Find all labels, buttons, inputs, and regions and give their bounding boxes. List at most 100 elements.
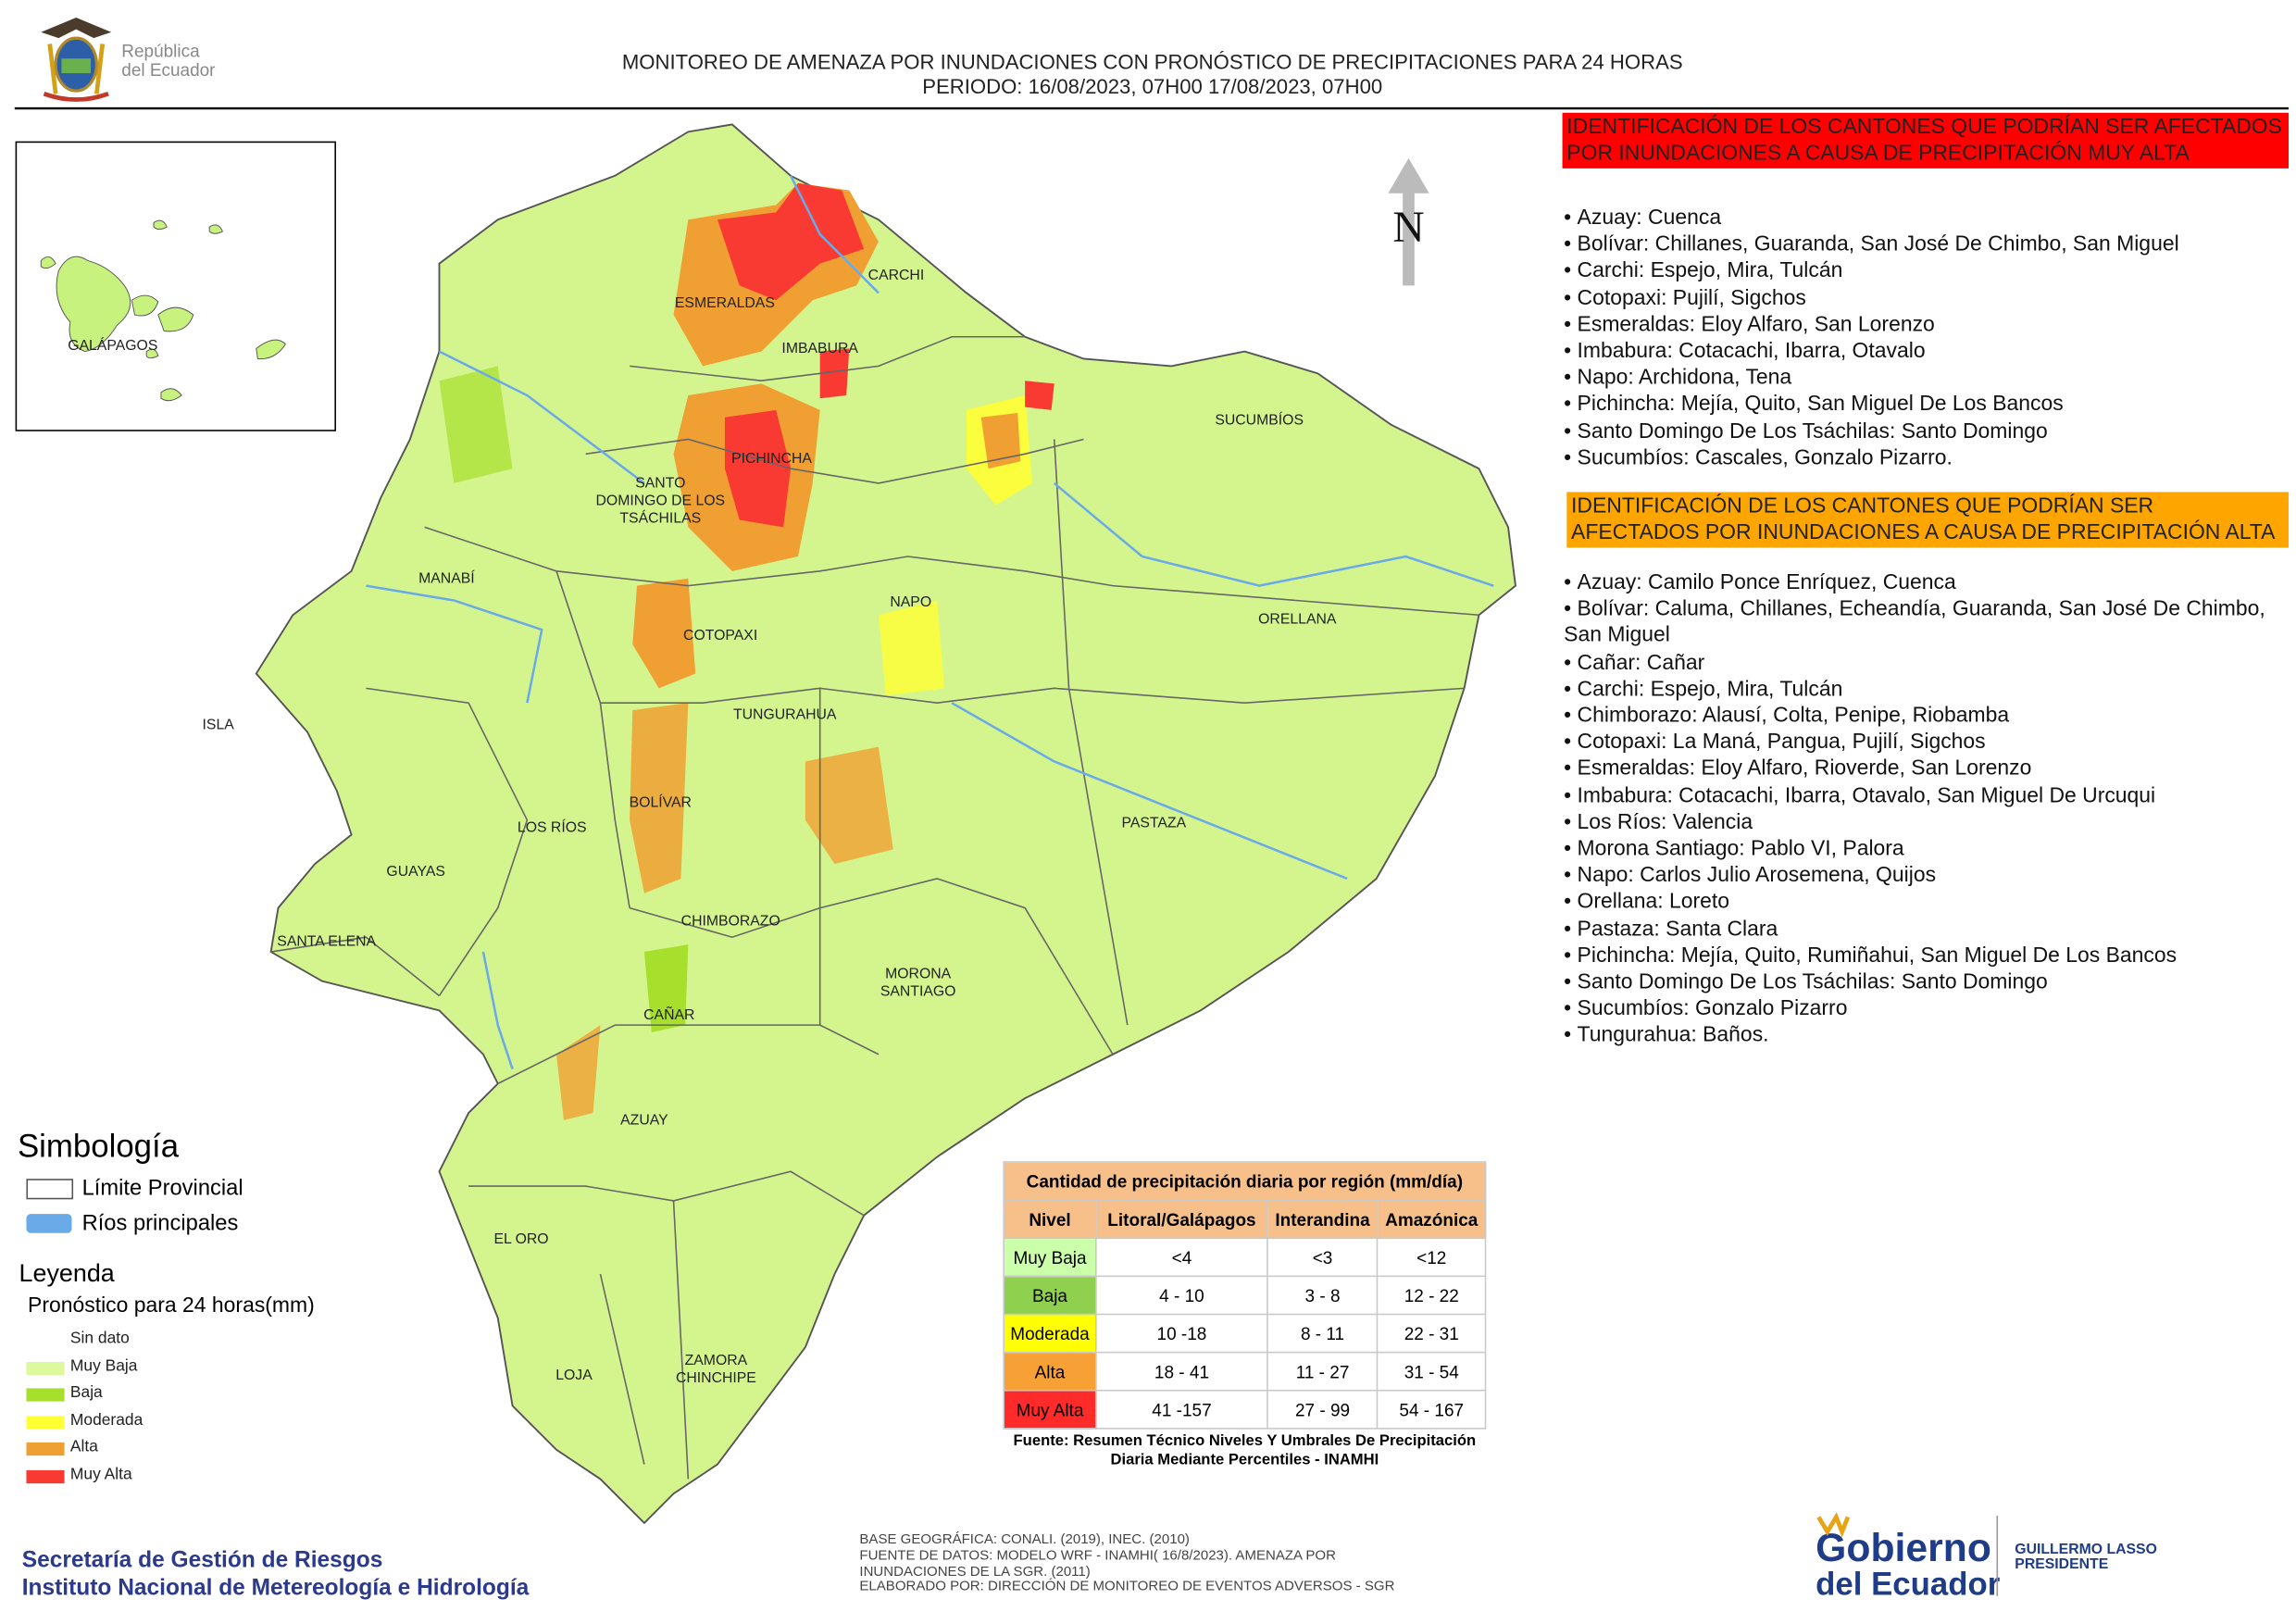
panel-item: Cotopaxi: La Maná, Pangua, Pujilí, Sigch… [1564, 730, 2281, 756]
table-header: Litoral/Galápagos [1095, 1199, 1268, 1240]
province-label: ESMERALDAS [675, 295, 775, 311]
inset-label: GALÁPAGOS [68, 336, 157, 354]
panel-item: Santo Domingo De Los Tsáchilas: Santo Do… [1564, 418, 2281, 445]
north-label: N [1392, 204, 1424, 252]
logo-text: del Ecuador [121, 61, 215, 81]
table-row: Baja 4 - 10 3 - 8 12 - 22 [1003, 1275, 1487, 1316]
legend-label: Baja [69, 1383, 103, 1402]
province-label: SUCUMBÍOS [1215, 411, 1304, 429]
table-row: Muy Alta 41 -157 27 - 99 54 - 167 [1003, 1389, 1487, 1430]
symbol-label: Límite Provincial [81, 1176, 243, 1201]
legend-swatch [26, 1361, 65, 1375]
panel-header: IDENTIFICACIÓN DE LOS CANTONES QUE PODRÍ… [1562, 112, 2290, 169]
table-header: Interandina [1267, 1199, 1379, 1240]
panel-item: Carchi: Espejo, Mira, Tulcán [1564, 258, 2281, 285]
province-label: SANTIAGO [880, 983, 956, 999]
panel-item: Santo Domingo De Los Tsáchilas: Santo Do… [1564, 969, 2281, 996]
province-label: BOLÍVAR [630, 793, 692, 810]
panel-item: Cotopaxi: Pujilí, Sigchos [1564, 285, 2281, 312]
panel-item: Sucumbíos: Cascales, Gonzalo Pizarro. [1564, 445, 2281, 472]
table-row: Moderada 10 -18 8 - 11 22 - 31 [1003, 1313, 1487, 1354]
legend-swatch [26, 1442, 65, 1456]
panel-item: Sucumbíos: Gonzalo Pizarro [1564, 996, 2281, 1023]
legend-swatch [26, 1333, 65, 1348]
panel-item: Esmeraldas: Eloy Alfaro, Rioverde, San L… [1564, 756, 2281, 783]
table-cell: 18 - 41 [1095, 1351, 1268, 1392]
province-label: PASTAZA [1121, 816, 1186, 831]
president-title: PRESIDENTE [2015, 1556, 2108, 1572]
province-label: EL ORO [493, 1231, 548, 1247]
panel-item: Esmeraldas: Eloy Alfaro, San Lorenzo [1564, 312, 2281, 339]
coat-of-arms [41, 17, 112, 102]
north-arrow: N [1388, 157, 1429, 286]
province-label: IMBABURA [781, 341, 858, 356]
title: MONITOREO DE AMENAZA POR INUNDACIONES CO… [622, 50, 1683, 73]
legend-swatch [26, 1388, 65, 1402]
table-cell: <4 [1095, 1237, 1268, 1278]
legend-swatch [26, 1469, 65, 1483]
table-cell: 12 - 22 [1377, 1275, 1487, 1316]
province-label: CHIMBORAZO [681, 914, 780, 930]
table-cell: 4 - 10 [1095, 1275, 1268, 1316]
panel-item: Bolívar: Chillanes, Guaranda, San José D… [1564, 231, 2281, 258]
panel-item: Pastaza: Santa Clara [1564, 917, 2281, 943]
panel-item: Napo: Archidona, Tena [1564, 365, 2281, 392]
panel-list: Azuay: CuencaBolívar: Chillanes, Guarand… [1564, 205, 2281, 471]
table-cell: Muy Alta [1003, 1389, 1097, 1430]
table-cell: 10 -18 [1095, 1313, 1268, 1354]
province-label: ISLA [203, 718, 235, 733]
credit-line: ELABORADO POR: DIRECCIÓN DE MONITOREO DE… [859, 1579, 1395, 1595]
province-label: ZAMORA [685, 1353, 748, 1368]
panel-item: Tungurahua: Baños. [1564, 1023, 2281, 1050]
president-name: GUILLERMO LASSO [2015, 1542, 2157, 1557]
legend-label: Alta [69, 1438, 98, 1456]
threshold-table: Cantidad de precipitación diaria por reg… [1003, 1161, 1487, 1430]
org-name: Secretaría de Gestión de Riesgos [21, 1547, 383, 1573]
table-title-row: Cantidad de precipitación diaria por reg… [1003, 1161, 1487, 1201]
logo-text: República [121, 43, 200, 62]
table-cell: 3 - 8 [1267, 1275, 1379, 1316]
panel-item: Azuay: Cuenca [1564, 205, 2281, 231]
gov-logo: Gobierno del Ecuador GUILLERMO LASSO PRE… [1816, 1512, 2157, 1602]
table-cell: Baja [1003, 1275, 1097, 1316]
panel-header: IDENTIFICACIÓN DE LOS CANTONES QUE PODRÍ… [1566, 492, 2290, 548]
table-header-row: Nivel Litoral/Galápagos Interandina Amazóni… [1003, 1199, 1487, 1240]
credits: BASE GEOGRÁFICA: CONALI. (2019), INEC. (… [859, 1531, 1395, 1596]
province-label: MORONA [885, 967, 952, 982]
table-cell: Moderada [1003, 1313, 1097, 1354]
panel-item: Pichincha: Mejía, Quito, San Miguel De L… [1564, 392, 2281, 418]
table-cell: <12 [1377, 1237, 1487, 1278]
table-cell: 41 -157 [1095, 1389, 1268, 1430]
symbol-label: Ríos principales [81, 1210, 239, 1236]
panel-item: Cañar: Cañar [1564, 650, 2281, 677]
panel-item: Pichincha: Mejía, Quito, Rumiñahui, San … [1564, 943, 2281, 969]
province-label: PICHINCHA [731, 451, 812, 467]
galapagos-inset: GALÁPAGOS [15, 141, 336, 431]
org-block: Secretaría de Gestión de Riesgos Institu… [22, 1546, 530, 1602]
legend-title: Leyenda [19, 1259, 115, 1288]
province-label: LOJA [555, 1368, 593, 1383]
symbol-river [26, 1214, 72, 1233]
province-label: MANABÍ [418, 568, 475, 586]
gov-logo-text: del Ecuador [1816, 1567, 2001, 1602]
period: PERIODO: 16/08/2023, 07H00 17/08/2023, 0… [922, 75, 1382, 98]
province-label: GUAYAS [386, 864, 444, 880]
province-label: CHINCHIPE [676, 1370, 756, 1386]
province-label: AZUAY [620, 1113, 668, 1129]
symbology-title: Simbología [17, 1127, 180, 1165]
table-cell: 54 - 167 [1377, 1389, 1487, 1430]
symbol-boundary [26, 1179, 74, 1200]
table-row: Muy Baja <4 <3 <12 [1003, 1237, 1487, 1278]
table-cell: Muy Baja [1003, 1237, 1097, 1278]
province-label: ORELLANA [1258, 612, 1337, 628]
table-title: Cantidad de precipitación diaria por reg… [1003, 1161, 1487, 1201]
legend-label: Muy Baja [69, 1356, 138, 1375]
panel-item: Napo: Carlos Julio Arosemena, Quijos [1564, 863, 2281, 890]
credit-line: INUNDACIONES DE LA SGR. (2011) [859, 1563, 1091, 1580]
credit-line: BASE GEOGRÁFICA: CONALI. (2019), INEC. (… [859, 1531, 1190, 1548]
table-header: Amazónica [1377, 1199, 1487, 1240]
legend-label: Sin dato [69, 1330, 130, 1348]
panel-list: Azuay: Camilo Ponce Enríquez, CuencaBolí… [1564, 569, 2281, 1049]
province-label: LOS RÍOS [518, 818, 587, 835]
